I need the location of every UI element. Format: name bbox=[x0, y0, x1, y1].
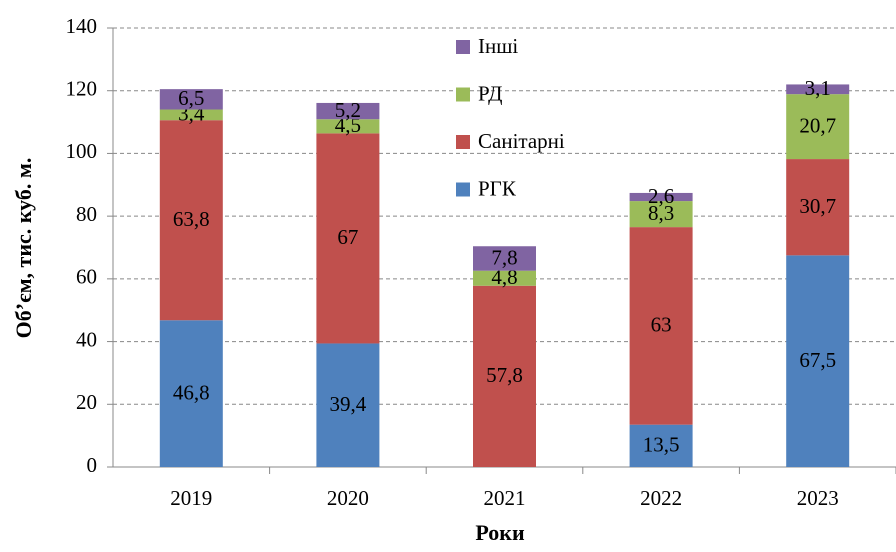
data-label: 63 bbox=[651, 313, 672, 337]
bar-segment bbox=[786, 94, 850, 160]
bar-segment bbox=[786, 84, 850, 95]
data-label: 67,5 bbox=[799, 348, 836, 372]
data-label: 57,8 bbox=[486, 363, 523, 387]
bar-segment bbox=[159, 89, 223, 110]
y-tick-label: 0 bbox=[87, 453, 98, 477]
data-label: 8,3 bbox=[648, 201, 674, 225]
data-label: 63,8 bbox=[173, 207, 210, 231]
legend-label: Санітарні bbox=[478, 129, 565, 153]
bar-segment bbox=[159, 109, 223, 121]
data-label: 39,4 bbox=[330, 392, 367, 416]
x-tick-label: 2023 bbox=[797, 486, 839, 510]
y-axis-label: Об’єм, тис. куб. м. bbox=[11, 158, 36, 339]
x-tick-label: 2021 bbox=[484, 486, 526, 510]
data-label: 5,2 bbox=[335, 98, 361, 122]
y-tick-label: 60 bbox=[76, 265, 97, 289]
data-label: 13,5 bbox=[643, 433, 680, 457]
bar-segment bbox=[159, 120, 223, 321]
y-tick-label: 80 bbox=[76, 202, 97, 226]
y-tick-label: 120 bbox=[66, 77, 98, 101]
y-tick-label: 40 bbox=[76, 327, 97, 351]
data-label: 30,7 bbox=[799, 194, 836, 218]
bar-segment bbox=[473, 246, 536, 271]
data-label: 20,7 bbox=[799, 113, 836, 137]
legend-swatch bbox=[456, 182, 470, 197]
legend-swatch bbox=[456, 135, 470, 149]
data-label: 46,8 bbox=[173, 380, 210, 404]
y-tick-label: 100 bbox=[66, 139, 98, 163]
y-tick-label: 140 bbox=[66, 14, 98, 38]
data-label: 6,5 bbox=[178, 86, 204, 110]
x-tick-label: 2020 bbox=[327, 486, 369, 510]
data-label: 3,1 bbox=[805, 76, 831, 100]
bar-segment bbox=[316, 343, 380, 467]
bar-segment bbox=[316, 133, 380, 344]
bar-segment bbox=[629, 192, 693, 202]
legend-swatch bbox=[456, 87, 470, 102]
data-label: 2,6 bbox=[648, 184, 674, 208]
legend-label: РГК bbox=[478, 176, 517, 200]
bar-segment bbox=[786, 255, 850, 467]
bar-segment bbox=[629, 227, 693, 425]
bar-segment bbox=[786, 159, 850, 256]
x-axis-label: Роки bbox=[475, 520, 525, 545]
bar-segment bbox=[473, 285, 536, 467]
x-tick-label: 2019 bbox=[170, 486, 212, 510]
x-tick-label: 2022 bbox=[640, 486, 682, 510]
bar-segment bbox=[316, 119, 380, 134]
y-tick-label: 20 bbox=[76, 390, 97, 414]
legend-swatch bbox=[456, 40, 470, 54]
bar-segment bbox=[159, 320, 223, 467]
data-label: 67 bbox=[337, 225, 358, 249]
bar-segment bbox=[316, 102, 380, 120]
legend-label: РД bbox=[478, 81, 502, 105]
legend-label: Інші bbox=[478, 34, 518, 58]
data-label: 7,8 bbox=[491, 245, 517, 269]
bar-segment bbox=[473, 270, 536, 286]
bar-segment bbox=[629, 424, 693, 467]
bar-segment bbox=[629, 201, 693, 228]
